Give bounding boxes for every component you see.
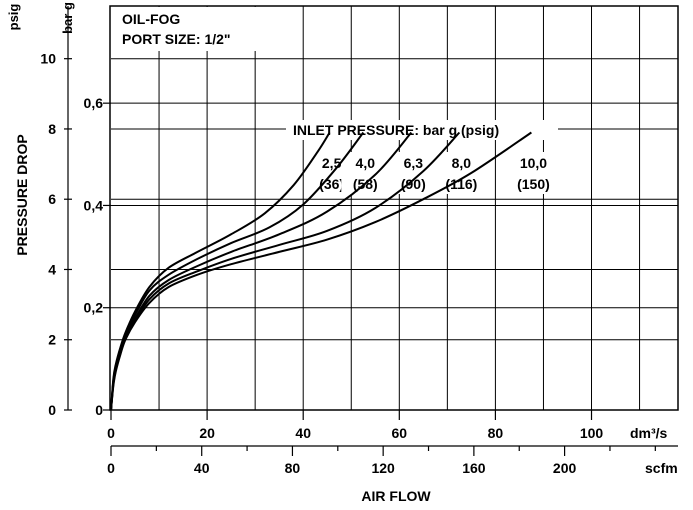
psig-tick-label: 2 [48, 332, 56, 348]
scfm-tick-label: 40 [194, 460, 210, 476]
y-unit-bar: bar g [60, 2, 75, 34]
bar-tick-label: 0,6 [84, 95, 104, 111]
psig-tick-label: 10 [40, 51, 56, 67]
psig-tick-label: 6 [48, 191, 56, 207]
series-label-bar: 4,0 [356, 155, 376, 171]
series-label-bar: 10,0 [520, 155, 547, 171]
series-label-psig: (116) [445, 176, 477, 192]
x-axis-label: AIR FLOW [361, 488, 431, 504]
chart-title-line-2: PORT SIZE: 1/2" [122, 31, 231, 47]
y-unit-psig: psig [6, 4, 21, 31]
series-label-box [389, 152, 438, 194]
series-label-bar: 8,0 [452, 155, 472, 171]
scfm-tick-label: 160 [462, 460, 486, 476]
scfm-tick-label: 80 [285, 460, 301, 476]
scfm-tick-label: 200 [553, 460, 577, 476]
dm3s-tick-label: 60 [392, 425, 408, 441]
series-labels: 2,5(36)4,0(58)6,3(90)8,0(116)10,0(150) [307, 152, 558, 194]
curves [110, 131, 532, 411]
x-unit-dm3s: dm³/s [630, 425, 668, 441]
psig-tick-label: 8 [48, 121, 56, 137]
y-axis-label: PRESSURE DROP [14, 134, 30, 255]
y-axes: 0 2 4 6 8 10 0 0,2 0,4 0,6 [40, 6, 111, 418]
bar-tick-label: 0,4 [84, 197, 104, 213]
x-axes: 0 20 40 60 80 100 0 40 80 120 160 200 [107, 410, 678, 476]
title-box [111, 7, 271, 51]
legend-title-box [286, 120, 558, 140]
series-label-box [341, 152, 390, 194]
plot-area-border [109, 5, 679, 411]
bar-tick-label: 0,2 [84, 300, 104, 316]
chart-title-line-1: OIL-FOG [122, 11, 180, 27]
series-label-bar: 6,3 [404, 155, 424, 171]
psig-tick-label: 0 [48, 402, 56, 418]
dm3s-tick-label: 0 [107, 425, 115, 441]
series-label-box [509, 152, 558, 194]
scfm-tick-label: 0 [107, 460, 115, 476]
x-unit-scfm: scfm [645, 460, 678, 476]
dm3s-tick-label: 40 [295, 425, 311, 441]
scfm-tick-label: 120 [371, 460, 395, 476]
series-label-psig: (150) [517, 176, 550, 192]
bar-tick-label: 0 [95, 402, 103, 418]
psig-tick-label: 4 [48, 261, 56, 277]
dm3s-tick-label: 80 [488, 425, 504, 441]
series-label-bar: 2,5 [322, 155, 342, 171]
series-label-psig: (90) [401, 176, 426, 192]
legend-title: INLET PRESSURE: bar g (psig) [293, 122, 499, 138]
grid-lines [111, 6, 678, 410]
series-line [110, 131, 532, 411]
series-line [110, 131, 331, 411]
dm3s-tick-label: 20 [199, 425, 215, 441]
dm3s-tick-label: 100 [580, 425, 604, 441]
